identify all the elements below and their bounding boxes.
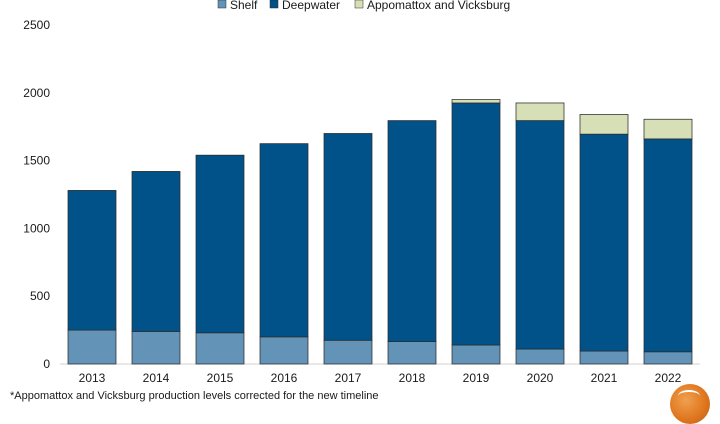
x-tick-label: 2013 [79, 371, 106, 385]
bar-deepwater-2021 [579, 133, 629, 352]
y-tick-label: 2000 [23, 86, 50, 100]
y-tick-label: 0 [43, 357, 50, 371]
bar-shelf-2018 [387, 341, 437, 365]
y-tick-label: 1500 [23, 154, 50, 168]
bar-appomattox-and-vicksburg-2022 [643, 118, 693, 140]
orange-globe-logo-icon [670, 384, 710, 424]
x-axis: 2013 2014 2015 2016 2017 2018 2019 2020 2021 2022 [79, 371, 682, 385]
bar-shelf-2020 [515, 348, 565, 365]
bar-deepwater-2013 [67, 190, 117, 331]
chart-root: Shelf Deepwater Appomattox and Vicksburg 0… [10, 0, 710, 424]
bar-deepwater-2017 [323, 133, 373, 341]
legend-swatch-appomattox-and-vicksburg [354, 0, 364, 9]
bar-shelf-2022 [643, 351, 693, 365]
bar-deepwater-2014 [131, 171, 181, 332]
bar-deepwater-2016 [259, 143, 309, 338]
legend-label-appomattox-and-vicksburg: Appomattox and Vicksburg [367, 0, 510, 12]
legend-swatch-deepwater [269, 0, 279, 9]
y-tick-label: 500 [30, 289, 50, 303]
bar-appomattox-and-vicksburg-2021 [579, 114, 629, 135]
bar-deepwater-2019 [451, 102, 501, 346]
legend: Shelf Deepwater Appomattox and Vicksburg [217, 0, 510, 12]
x-tick-label: 2019 [463, 371, 490, 385]
x-tick-label: 2016 [271, 371, 298, 385]
x-tick-label: 2022 [655, 371, 682, 385]
legend-label-deepwater: Deepwater [282, 0, 340, 12]
bar-shelf-2017 [323, 339, 373, 365]
bar-appomattox-and-vicksburg-2020 [515, 102, 565, 121]
bar-deepwater-2022 [643, 138, 693, 353]
x-tick-label: 2017 [335, 371, 362, 385]
x-tick-label: 2014 [143, 371, 170, 385]
bars [67, 99, 693, 365]
footnote: *Appomattox and Vicksburg production lev… [10, 390, 379, 402]
y-tick-label: 2500 [23, 18, 50, 32]
x-tick-label: 2021 [591, 371, 618, 385]
chart-svg: Shelf Deepwater Appomattox and Vicksburg 0… [23, 0, 700, 385]
x-tick-label: 2015 [207, 371, 234, 385]
x-tick-label: 2018 [399, 371, 426, 385]
legend-label-shelf: Shelf [230, 0, 258, 12]
bar-shelf-2016 [259, 336, 309, 365]
legend-swatch-shelf [217, 0, 227, 9]
bar-deepwater-2015 [195, 154, 245, 334]
bar-shelf-2014 [131, 331, 181, 365]
bar-shelf-2013 [67, 329, 117, 365]
bar-appomattox-and-vicksburg-2019 [451, 99, 501, 104]
x-tick-label: 2020 [527, 371, 554, 385]
y-tick-label: 1000 [23, 221, 50, 235]
bar-deepwater-2020 [515, 120, 565, 350]
bar-shelf-2021 [579, 350, 629, 365]
bar-shelf-2015 [195, 332, 245, 365]
bar-deepwater-2018 [387, 120, 437, 343]
bar-shelf-2019 [451, 344, 501, 365]
